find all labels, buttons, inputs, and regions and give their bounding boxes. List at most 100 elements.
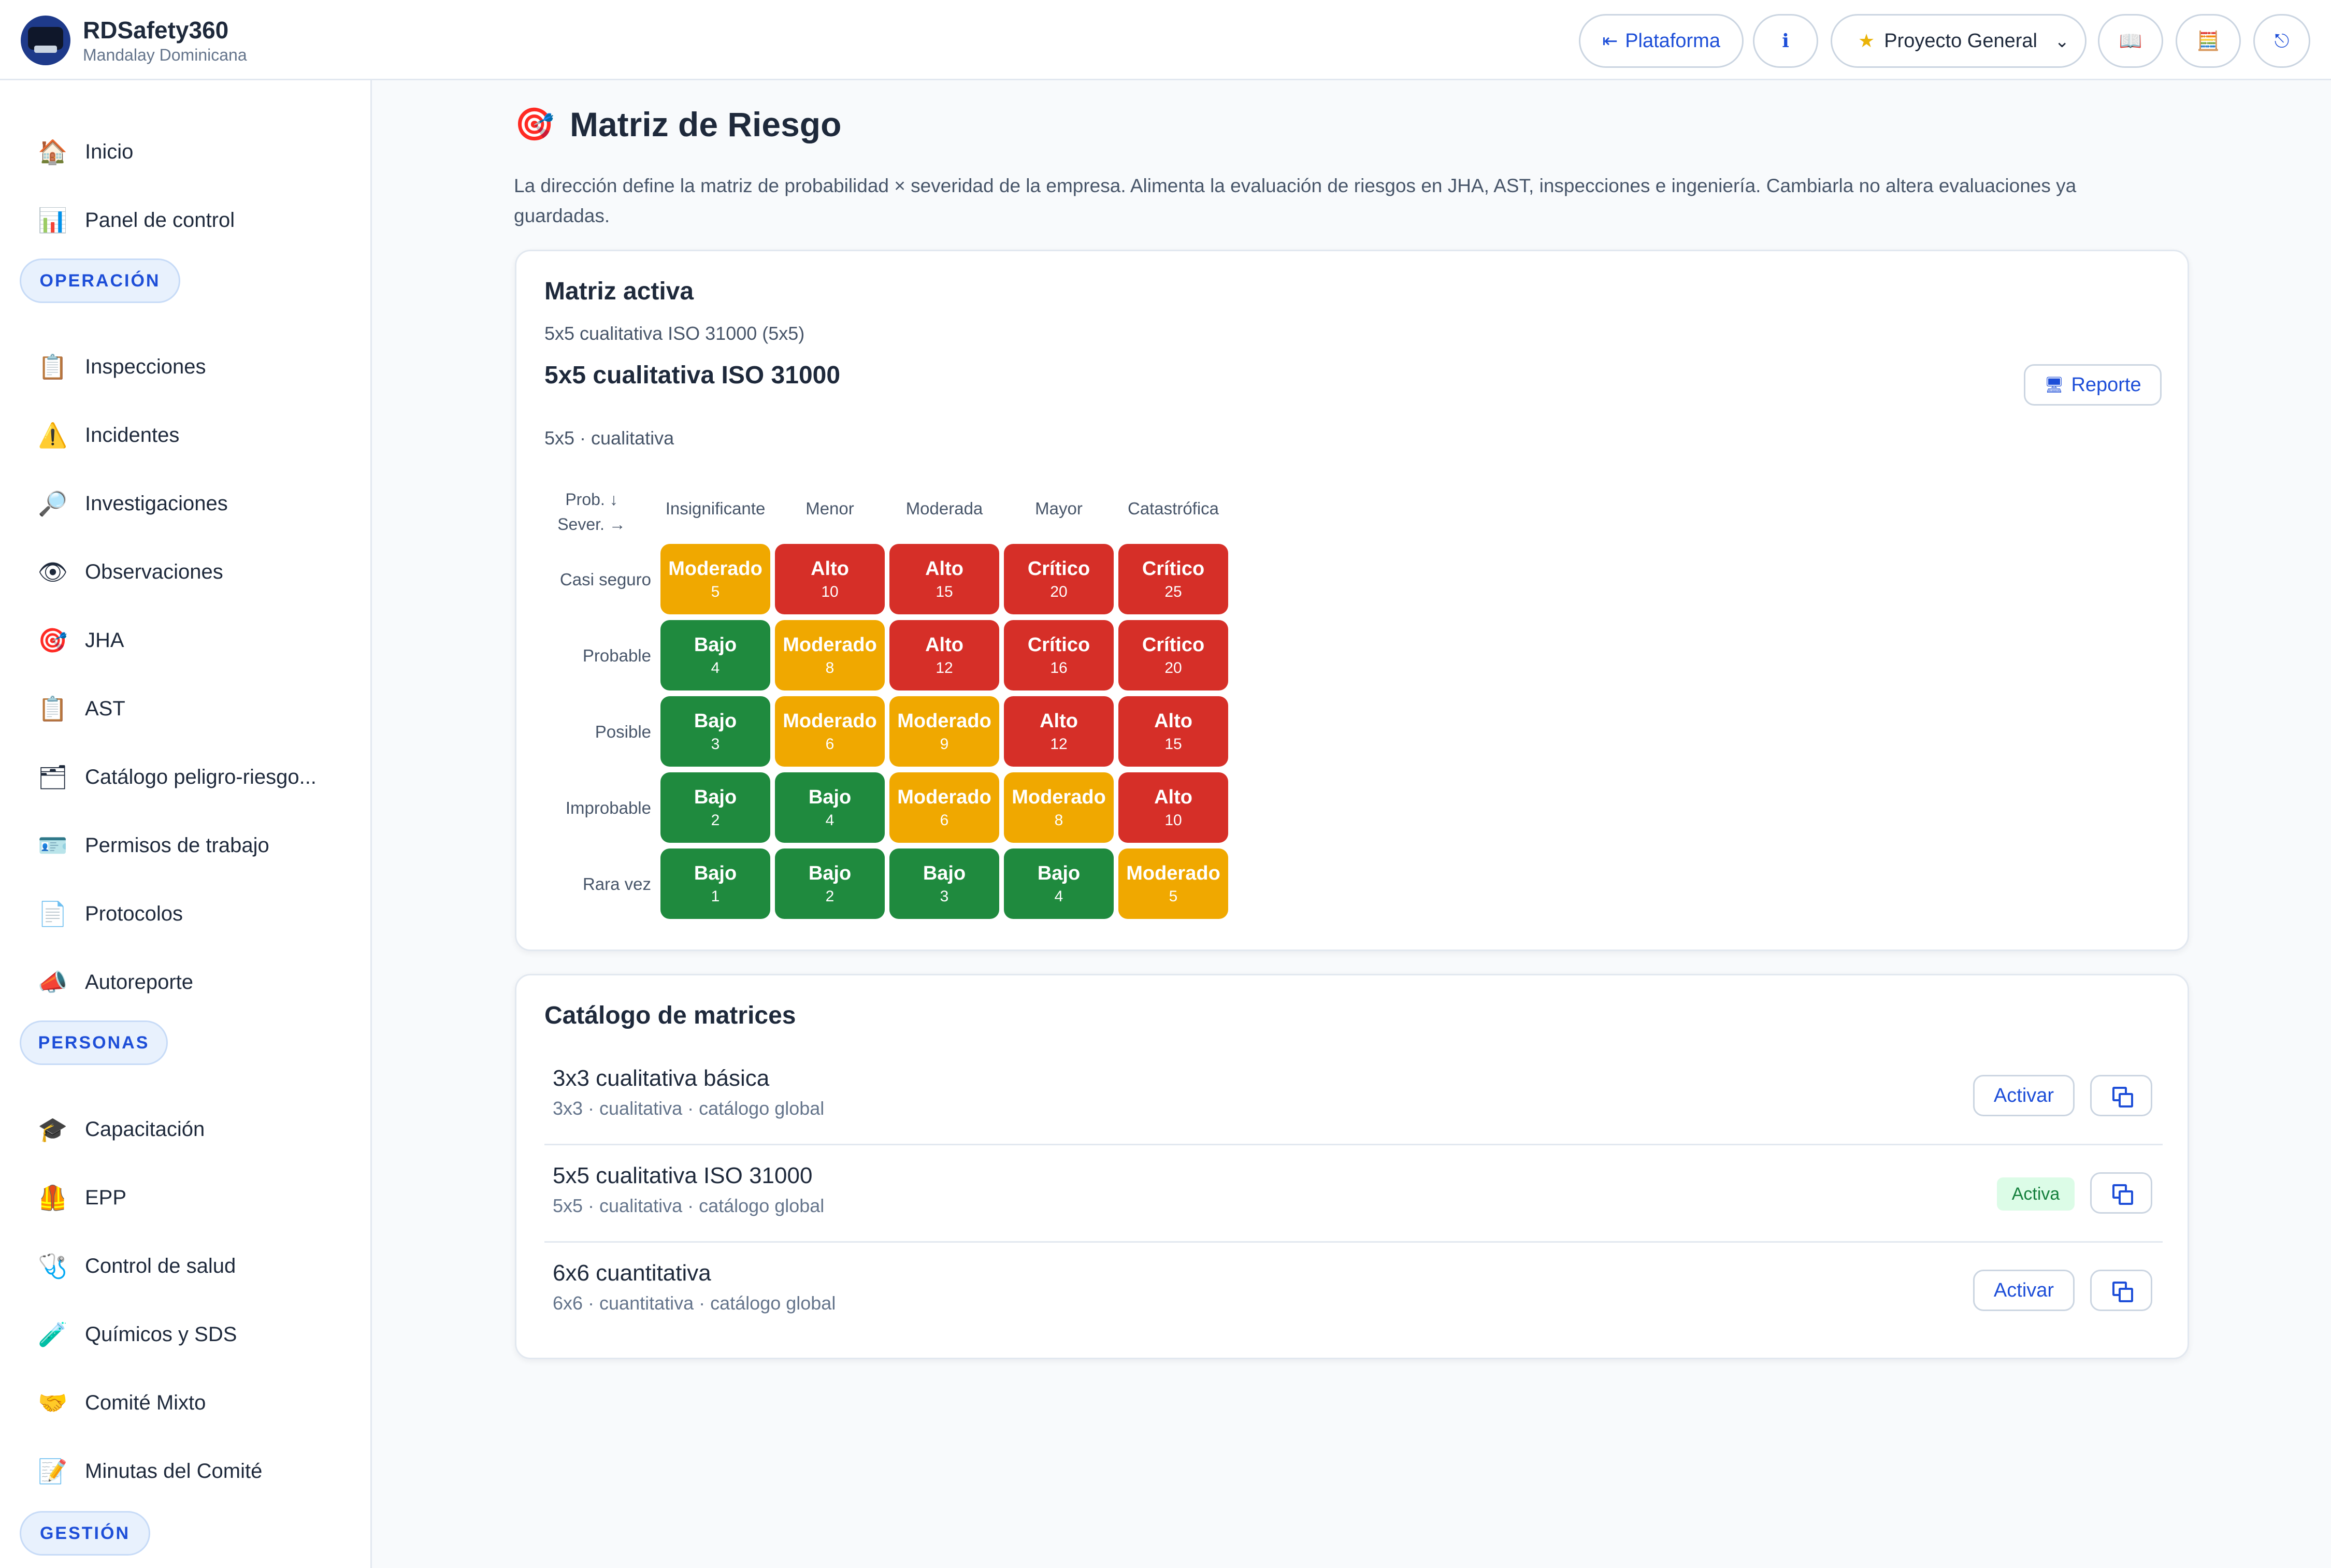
catalog-row: 5x5 cualitativa ISO 31000 5x5 · cualitat… [544,1145,2163,1243]
platform-button[interactable]: ⇤ Plataforma [1579,14,1744,68]
matrix-cell: Moderado 6 [775,696,885,767]
sidebar-item-protocolos[interactable]: 📄 Protocolos [36,893,183,934]
target-icon: 🎯 [38,626,68,654]
active-matrix-type: 5x5 · cualitativa [544,427,674,449]
sidebar-item-catalogo-peligro-riesgo[interactable]: 🗂 Catálogo peligro-riesgo... [36,756,316,798]
matrix-cell: Moderado 5 [660,544,770,614]
matrix-cell-score: 20 [1050,583,1068,600]
sidebar-item-capacitacion[interactable]: 🎓 Capacitación [36,1109,205,1150]
matrix-cell: Alto 10 [1118,772,1228,843]
page-title: 🎯 Matriz de Riesgo [514,104,841,145]
sidebar-item-label: Protocolos [85,902,183,925]
sidebar-item-epp[interactable]: 🦺 EPP [36,1177,126,1218]
sidebar-item-label: EPP [85,1186,127,1209]
matrix-cell-score: 10 [821,583,839,600]
test-tube-icon: 🧪 [38,1320,68,1348]
star-icon: ★ [1858,30,1875,51]
matrix-cell: Crítico 20 [1118,620,1228,691]
bar-chart-icon: 📊 [38,206,68,234]
info-button[interactable]: ℹ [1753,14,1818,68]
stethoscope-icon: 🩺 [38,1252,68,1279]
sidebar-item-investigaciones[interactable]: 🔎 Investigaciones [36,483,227,524]
sidebar-item-comite-mixto[interactable]: 🤝 Comité Mixto [36,1382,206,1423]
chevron-down-icon: ⌄ [2054,32,2070,51]
sidebar-item-permisos-de-trabajo[interactable]: 🪪 Permisos de trabajo [36,825,269,866]
matrix-cell: Bajo 2 [660,772,770,843]
matrix-cell-level: Bajo [808,786,852,808]
matrix-cell-score: 2 [711,812,720,829]
arrow-left-bar-icon: ⇤ [1602,30,1618,51]
matrix-cell-level: Bajo [694,786,737,808]
matrix-cell-level: Crítico [1027,634,1090,656]
sidebar-item-control-de-salud[interactable]: 🩺 Control de salud [36,1245,236,1287]
matrix-cell-level: Alto [811,558,849,580]
matrix-cell-score: 1 [711,888,720,905]
sidebar-item-jha[interactable]: 🎯 JHA [36,620,124,661]
matrix-cell: Moderado 6 [889,772,999,843]
catalog-matrix-name: 6x6 cuantitativa [553,1260,711,1286]
matrix-cell-score: 12 [936,659,953,677]
sidebar-item-panel-de-control[interactable]: 📊 Panel de control [36,199,235,241]
sidebar-item-inspecciones[interactable]: 📋 Inspecciones [36,346,206,387]
active-matrix-card: Matriz activa 5x5 cualitativa ISO 31000 … [515,250,2189,951]
matrix-cell-level: Bajo [694,710,737,732]
book-icon: 📖 [2119,30,2142,51]
clipboard-icon: 📋 [38,353,68,380]
page-title-text: Matriz de Riesgo [570,105,842,143]
catalog-matrix-meta: 5x5 · cualitativa · catálogo global [553,1195,825,1216]
page-description: La dirección define la matriz de probabi… [514,175,2077,226]
matrix-cell: Moderado 9 [889,696,999,767]
matrix-cell: Alto 10 [775,544,885,614]
matrix-cell-level: Moderado [897,710,991,732]
sidebar-item-label: Autoreporte [85,970,194,994]
sidebar-item-minutas-del-comite[interactable]: 📝 Minutas del Comité [36,1450,262,1492]
duplicate-icon [2112,1087,2133,1107]
megaphone-icon: 📣 [38,968,68,996]
sidebar-item-label: Capacitación [85,1117,205,1141]
catalog-matrix-name: 5x5 cualitativa ISO 31000 [553,1163,813,1188]
matrix-cell-score: 8 [825,659,834,677]
matrix-cell-score: 25 [1164,583,1182,600]
sidebar-item-quimicos-y-sds[interactable]: 🧪 Químicos y SDS [36,1314,237,1355]
sidebar-item-observaciones[interactable]: 👁 Observaciones [36,551,223,593]
sidebar-item-autoreporte[interactable]: 📣 Autoreporte [36,961,193,1003]
calculator-button[interactable]: 🧮 [2176,14,2241,68]
matrix-cell-level: Moderado [668,558,762,580]
catalog-matrix-name: 3x3 cualitativa básica [553,1066,770,1091]
brand[interactable]: RDSafety360 Mandalay Dominicana [21,16,247,65]
logout-button[interactable]: ⎋ [2253,14,2310,68]
info-icon: ℹ [1782,30,1789,51]
matrix-cell-level: Crítico [1142,634,1205,656]
monitor-icon: 🖥 [2044,376,2064,394]
matrix-row-header: Probable [582,646,651,665]
sidebar-item-inicio[interactable]: 🏠 Inicio [36,131,133,172]
matrix-axis-label: Prob. ↓ Sever. → [548,487,636,537]
matrix-cell-score: 15 [1164,736,1182,753]
duplicate-button[interactable] [2090,1172,2152,1214]
report-button[interactable]: 🖥 Reporte [2024,364,2162,406]
sidebar: 🏠 Inicio 📊 Panel de control OPERACIÓN 📋 … [0,80,372,1568]
sidebar-item-label: Control de salud [85,1254,236,1277]
platform-button-label: Plataforma [1625,30,1720,52]
duplicate-button[interactable] [2090,1075,2152,1116]
sidebar-item-label: Inspecciones [85,355,206,378]
activate-button[interactable]: Activar [1973,1075,2075,1116]
sidebar-item-ast[interactable]: 📋 AST [36,688,125,729]
matrix-cell-score: 5 [1169,888,1178,905]
matrix-cell-score: 9 [940,736,949,753]
sidebar-item-incidentes[interactable]: ⚠️ Incidentes [36,414,179,456]
matrix-column-header: Catastrófica [1127,499,1219,518]
matrix-cell: Alto 15 [889,544,999,614]
manual-button[interactable]: 📖 [2098,14,2163,68]
duplicate-button[interactable] [2090,1270,2152,1311]
matrix-column-header: Mayor [1035,499,1083,518]
catalog-matrix-meta: 6x6 · cuantitativa · catálogo global [553,1292,836,1314]
duplicate-icon [2112,1184,2133,1205]
activate-button[interactable]: Activar [1973,1270,2075,1311]
matrix-cell-level: Bajo [808,862,852,884]
matrix-cell-score: 15 [936,583,953,600]
active-matrix-subtitle: 5x5 cualitativa ISO 31000 (5x5) [544,323,805,344]
project-select[interactable]: ★ Proyecto General ⌄ [1831,14,2087,68]
matrix-cell-score: 4 [1054,888,1063,905]
sidebar-item-label: Químicos y SDS [85,1322,237,1346]
